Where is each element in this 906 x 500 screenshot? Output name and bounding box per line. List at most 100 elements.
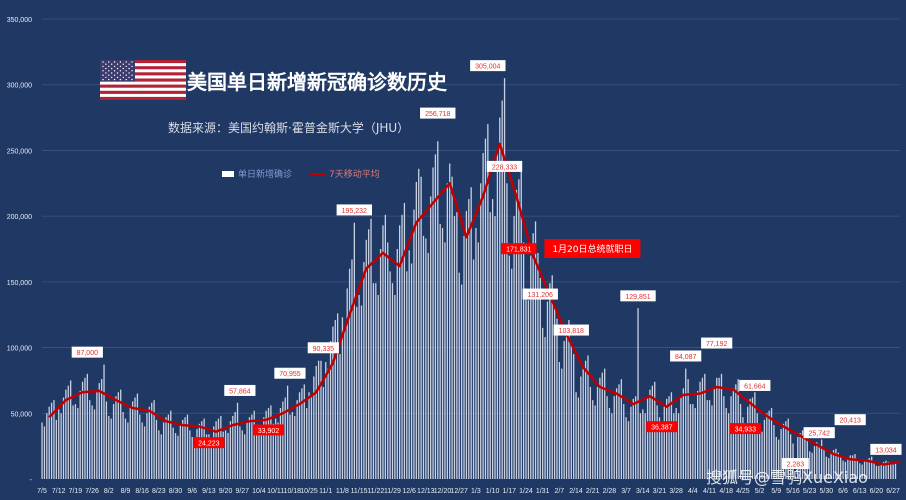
daily-bar <box>596 387 599 479</box>
daily-bar <box>842 460 844 479</box>
daily-bar <box>248 417 251 479</box>
data-label: 34,933 <box>729 423 761 435</box>
daily-bar <box>809 451 811 479</box>
daily-bar <box>365 239 367 479</box>
flag-star <box>111 72 113 74</box>
daily-bar <box>773 425 775 479</box>
daily-bar <box>828 457 830 479</box>
daily-bar <box>444 242 446 479</box>
data-label-text: 36,387 <box>651 425 673 432</box>
daily-bar <box>618 384 620 479</box>
daily-bar <box>680 396 682 479</box>
data-label-text: 305,004 <box>475 64 500 71</box>
daily-bar <box>758 429 761 479</box>
data-label-box <box>670 350 702 362</box>
daily-bar <box>453 216 456 479</box>
flag-star <box>108 65 110 68</box>
data-label-text: 256,718 <box>425 111 450 118</box>
daily-bar <box>306 408 308 479</box>
daily-bar <box>851 455 854 479</box>
daily-bar <box>58 409 60 479</box>
daily-bar <box>270 405 272 479</box>
x-tick-label: 3/28 <box>669 488 683 495</box>
daily-bar <box>341 317 344 479</box>
flag-star <box>108 70 110 72</box>
data-label-text: 84,087 <box>675 354 697 361</box>
daily-bar <box>239 426 241 479</box>
daily-bar <box>217 418 220 479</box>
daily-bar <box>172 427 174 479</box>
daily-bar <box>98 383 100 479</box>
daily-bar <box>871 456 873 479</box>
data-label-text: 131,206 <box>528 292 553 299</box>
y-tick-label: 250,000 <box>7 148 32 155</box>
flag-star <box>131 70 133 72</box>
x-tick-label: 7/12 <box>52 488 66 495</box>
daily-bar <box>267 408 270 479</box>
data-label: 90,335 <box>307 342 339 354</box>
daily-bar <box>103 364 105 479</box>
daily-bar <box>253 410 255 479</box>
flag-star <box>116 63 119 65</box>
x-tick-label: 12/6 <box>402 488 416 495</box>
x-tick-label: 2/7 <box>554 488 564 495</box>
daily-bar <box>518 179 520 480</box>
daily-bar <box>389 271 391 479</box>
daily-bar <box>539 277 541 479</box>
daily-bar <box>592 400 594 479</box>
daily-bar <box>368 229 370 479</box>
daily-bar <box>151 402 153 479</box>
data-label: 24,223 <box>193 437 225 449</box>
daily-bar <box>532 233 534 479</box>
daily-bar <box>370 218 372 479</box>
daily-bar <box>768 410 770 479</box>
daily-bar <box>387 242 389 479</box>
data-label-box <box>522 288 558 300</box>
daily-bar <box>122 411 124 479</box>
daily-bar <box>682 388 684 479</box>
daily-bar <box>117 392 119 479</box>
flag-star <box>102 65 104 68</box>
daily-bar <box>747 406 749 479</box>
flag-star <box>102 78 104 81</box>
daily-bar <box>186 414 189 479</box>
data-label: 84,087 <box>670 350 702 362</box>
daily-bar <box>375 283 377 479</box>
x-tick-label: 1/10 <box>486 488 500 495</box>
flag-star <box>131 78 133 81</box>
daily-bar <box>234 411 236 479</box>
daily-bar <box>377 295 379 479</box>
daily-bar <box>320 360 322 479</box>
daily-bar <box>882 461 885 479</box>
daily-bar <box>134 397 136 479</box>
flag-star <box>108 74 110 76</box>
y-tick-label: 350,000 <box>7 17 32 24</box>
data-label: 305,004 <box>470 60 506 72</box>
y-tick-label: 150,000 <box>7 280 32 287</box>
daily-bar <box>856 460 859 479</box>
daily-bar <box>215 421 217 479</box>
daily-bar <box>639 413 642 479</box>
daily-bar <box>480 183 482 480</box>
daily-bar <box>668 396 670 479</box>
x-tick-label: 10/25 <box>300 488 318 495</box>
daily-bar <box>286 385 289 479</box>
daily-bar <box>456 212 458 479</box>
data-label-text: 13,034 <box>875 447 897 454</box>
x-axis: 7/5 7/12 7/19 7/26 8/2 8/9 8/16 8/23 8/30 9/6 9/13… <box>37 488 900 495</box>
daily-bar <box>477 242 479 479</box>
daily-bar <box>863 460 866 479</box>
daily-bar <box>62 397 65 479</box>
daily-bar <box>742 417 744 479</box>
daily-bar <box>711 405 713 479</box>
daily-bar <box>575 392 577 479</box>
daily-bar <box>255 427 258 479</box>
daily-bar <box>382 225 384 479</box>
daily-bar <box>770 408 773 479</box>
flag-star <box>102 70 104 72</box>
daily-bar <box>91 405 93 479</box>
x-tick-label: 11/15 <box>351 488 368 495</box>
daily-bar <box>670 392 673 479</box>
daily-bar <box>182 419 184 479</box>
daily-bar <box>325 362 327 479</box>
